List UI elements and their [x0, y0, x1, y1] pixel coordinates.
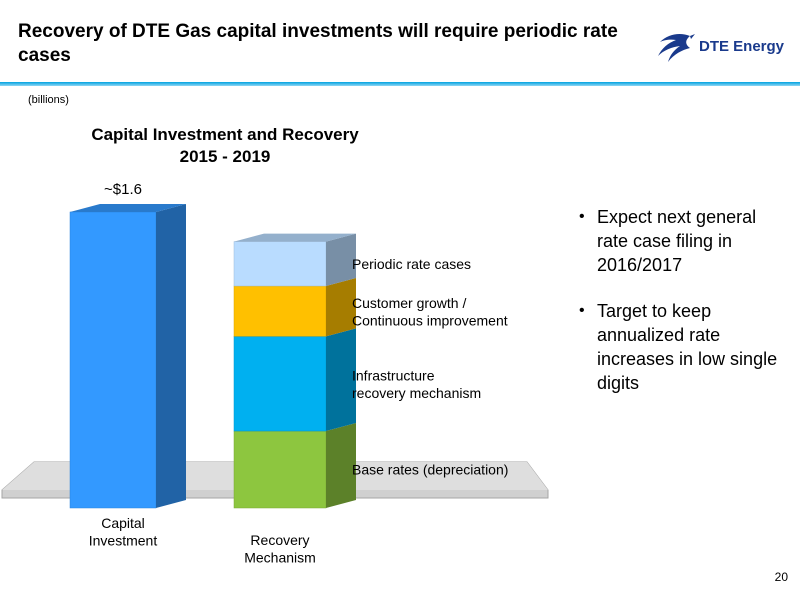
segment-label-4: Periodic rate cases — [352, 256, 471, 272]
units-label: (billions) — [28, 94, 69, 106]
capital-recovery-chart: ~$1.6 Base rates (depreciation) Infrastruc… — [1, 181, 549, 566]
category-label-capital-investment: Capital Investment — [89, 515, 158, 549]
bar-recovery-segment-2-front — [233, 336, 327, 432]
bullet-dot-icon: • — [579, 302, 585, 319]
bullet-text: Target to keep annualized rate increases… — [597, 301, 778, 393]
page-number: 20 — [774, 570, 788, 584]
chart-title-line-1: Capital Investment and Recovery — [91, 125, 359, 144]
bar-capital-investment-side — [156, 204, 186, 508]
dte-eagle-logo-icon — [658, 34, 695, 62]
segment-label-3: Customer growth / Continuous improvement — [352, 295, 508, 329]
bar-recovery-segment-3-front — [233, 285, 327, 337]
bar-recovery-segment-1-side — [326, 423, 356, 508]
bullet-text: Expect next general rate case filing in … — [597, 207, 757, 275]
bar-capital-investment-top — [70, 204, 186, 212]
segment-label-2: Infrastructure recovery mechanism — [352, 368, 481, 402]
bar-recovery-segment-1-front — [233, 430, 327, 509]
bullet-list: • Expect next general rate case filing in… — [577, 205, 792, 417]
bar-recovery-segment-4-top — [234, 233, 356, 242]
bar-recovery-segment-2-side — [326, 328, 356, 432]
chart-title: Capital Investment and Recovery 2015 - 2… — [40, 124, 410, 168]
bar-capital-investment-front — [69, 211, 157, 509]
segment-label-1: Base rates (depreciation) — [352, 462, 508, 478]
bar-recovery-segment-4-front — [233, 241, 327, 287]
bar-recovery-segment-4-side — [326, 233, 356, 286]
dte-energy-logo: DTE Energy — [650, 28, 795, 68]
bullet-item: • Target to keep annualized rate increase… — [577, 299, 792, 395]
bar-label-capital-investment: ~$1.6 — [104, 181, 142, 198]
bar-recovery-segment-3-side — [326, 278, 356, 337]
bullet-dot-icon: • — [579, 208, 585, 225]
header-divider — [0, 82, 800, 86]
bullet-item: • Expect next general rate case filing in… — [577, 205, 792, 277]
logo-text: DTE Energy — [699, 38, 785, 55]
chart-title-line-2: 2015 - 2019 — [179, 147, 271, 166]
category-label-recovery-mechanism: Recovery Mechanism — [244, 532, 316, 566]
slide-title: Recovery of DTE Gas capital investments … — [18, 21, 618, 66]
